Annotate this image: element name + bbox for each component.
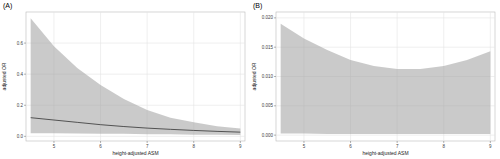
y-tick-label: 0.000: [262, 133, 274, 138]
y-grid: [276, 17, 495, 18]
y-tick: [274, 47, 276, 48]
ci-band: [281, 24, 491, 134]
y-tick: [24, 136, 26, 137]
x-grid: [240, 12, 241, 141]
x-tick: [53, 141, 54, 143]
y-tick: [24, 43, 26, 44]
x-tick-label: 8: [442, 144, 445, 149]
x-tick-label: 6: [349, 144, 352, 149]
x-tick-label: 7: [396, 144, 399, 149]
ci-band: [31, 18, 241, 135]
y-tick-label: 0.2: [17, 103, 24, 108]
y-tick: [24, 74, 26, 75]
panel: (B) 5 6 7 8 9 0.000 0.005 0.010 0.015 0.020 height-…: [251, 2, 495, 156]
y-tick-label: 0.010: [262, 74, 274, 79]
x-tick-label: 5: [303, 144, 306, 149]
panel-title: (A): [3, 2, 12, 10]
x-tick: [350, 141, 351, 143]
y-tick-label: 0.020: [262, 15, 274, 20]
y-tick-label: 0.0: [17, 134, 24, 139]
y-grid: [26, 43, 245, 44]
y-tick-label: 0.005: [262, 103, 274, 108]
y-tick: [274, 135, 276, 136]
panel-title: (B): [253, 2, 262, 10]
x-axis-label: height-adjusted ASM: [362, 150, 408, 156]
data-group: [281, 24, 491, 134]
x-tick: [443, 141, 444, 143]
x-tick-label: 9: [489, 144, 492, 149]
x-axis-label: height-adjusted ASM: [112, 150, 158, 156]
x-tick-label: 7: [146, 144, 149, 149]
data-group: [31, 18, 241, 135]
panel: (A) 5 6 7 8 9 0.0 0.2 0.4 0.6 height-adjusted ASM a…: [1, 2, 245, 156]
x-tick: [147, 141, 148, 143]
y-tick: [24, 105, 26, 106]
x-tick: [303, 141, 304, 143]
y-grid: [276, 135, 495, 136]
figure: (A) 5 6 7 8 9 0.0 0.2 0.4 0.6 height-adjusted ASM a…: [0, 0, 500, 159]
y-tick: [274, 76, 276, 77]
x-grid: [193, 12, 194, 141]
plot-frame: [26, 12, 245, 141]
x-tick-label: 8: [192, 144, 195, 149]
x-tick: [100, 141, 101, 143]
y-tick-label: 0.6: [17, 41, 24, 46]
estimate-line: [31, 118, 241, 132]
x-tick-label: 5: [53, 144, 56, 149]
x-tick-label: 6: [99, 144, 102, 149]
y-tick: [274, 17, 276, 18]
y-tick: [274, 105, 276, 106]
x-tick: [397, 141, 398, 143]
x-tick: [193, 141, 194, 143]
x-tick: [490, 141, 491, 143]
y-tick-label: 0.4: [17, 72, 24, 77]
y-grid: [26, 136, 245, 137]
x-tick-label: 9: [239, 144, 242, 149]
x-tick: [240, 141, 241, 143]
y-axis-label: adjusted OR: [1, 62, 7, 90]
y-axis-label: adjusted OR: [251, 62, 257, 90]
plot-frame: [276, 12, 495, 141]
y-tick-label: 0.015: [262, 45, 274, 50]
